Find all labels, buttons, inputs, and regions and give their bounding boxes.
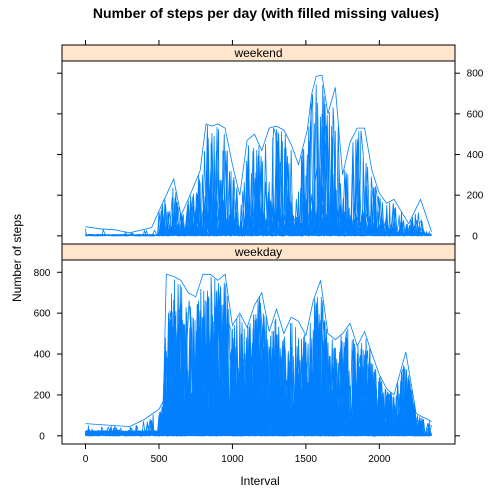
peak-trace-weekday: [85, 273, 432, 428]
y-tick-label-weekday: 0: [39, 431, 45, 442]
y-tick-label-weekday: 600: [34, 309, 51, 320]
y-tick-label-weekend: 600: [467, 109, 484, 120]
strip-label-weekend: weekend: [233, 46, 282, 60]
chart-title: Number of steps per day (with filled mis…: [93, 5, 439, 21]
x-axis-label: Interval: [240, 474, 279, 488]
y-tick-label-weekend: 400: [467, 150, 484, 161]
y-axis-label: Number of steps: [10, 214, 24, 302]
day-trace-weekday: [85, 282, 431, 437]
y-tick-label-weekend: 800: [467, 69, 484, 80]
x-tick-label: 2000: [368, 454, 391, 465]
x-tick-label: 1500: [295, 454, 318, 465]
x-tick-label: 0: [83, 454, 89, 465]
x-tick-label: 1000: [221, 454, 244, 465]
series-group-weekend: [85, 74, 432, 238]
y-tick-label-weekday: 200: [34, 390, 51, 401]
axes-layer: 0 500 1000 1500 2000: [83, 40, 391, 465]
x-tick-label: 500: [151, 454, 168, 465]
day-trace-weekday: [85, 309, 431, 437]
peak-trace-weekend: [85, 74, 432, 234]
series-group-weekday: [85, 273, 432, 438]
panel-frame-weekday: [61, 243, 456, 445]
strip-label-weekday: weekday: [234, 245, 282, 259]
day-trace-weekend: [85, 107, 431, 238]
y-tick-label-weekend: 200: [467, 191, 484, 202]
panel-weekday: weekday 0 200 400 600 800: [34, 243, 460, 445]
y-tick-label-weekday: 800: [34, 268, 51, 279]
y-tick-label-weekend: 0: [472, 231, 478, 242]
y-tick-label-weekday: 400: [34, 350, 51, 361]
panel-weekend: weekend 0 200 400 600 800: [57, 44, 484, 245]
